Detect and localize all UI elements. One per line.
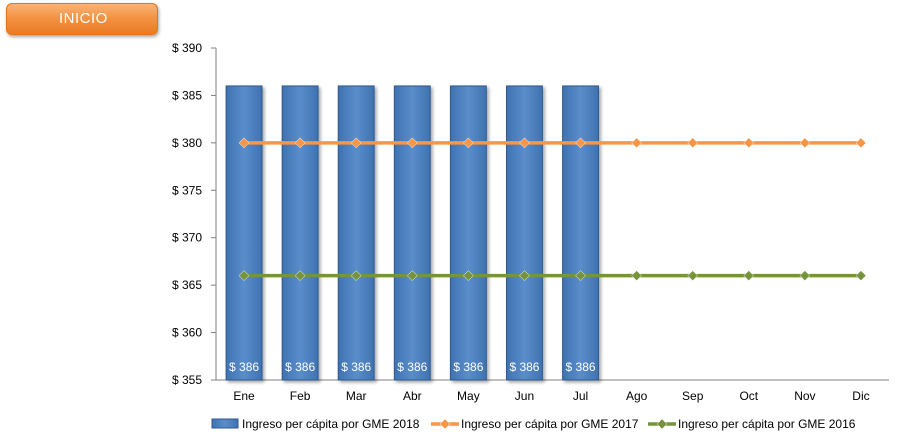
line-point-2016: [519, 270, 530, 282]
x-tick-label: Jul: [573, 389, 588, 403]
bar-2018: [449, 85, 487, 381]
legend-swatch-marker: [656, 418, 668, 430]
x-tick-label: Oct: [739, 389, 758, 403]
y-tick-label: $ 380: [172, 136, 202, 150]
legend-swatch-2018: [211, 418, 239, 429]
bar-2018: [562, 85, 599, 381]
line-point-2016: [799, 270, 811, 282]
bar-data-label: $ 386: [341, 360, 371, 374]
lines: [238, 137, 867, 282]
x-axis: Ene Feb Mar Abr May Jun Jul Ago Sep Oct Nov Dic: [216, 379, 889, 403]
bar-data-label: $ 386: [453, 360, 483, 374]
legend-label: Ingreso per cápita por GME 2018: [242, 417, 420, 431]
bar-data-label: $ 386: [509, 360, 539, 374]
data-labels: $ 386 $ 386 $ 386 $ 386 $ 386 $ 386 $ 386: [229, 360, 596, 374]
line-point-2016: [631, 270, 642, 282]
y-tick-label: $ 385: [172, 88, 202, 102]
line-point-2016: [294, 270, 306, 282]
x-tick-label: Feb: [290, 389, 311, 403]
bar-data-label: $ 386: [566, 360, 596, 374]
line-point-2017: [350, 137, 362, 149]
y-tick-label: $ 355: [172, 373, 202, 387]
bar-2018: [506, 85, 543, 381]
x-tick-label: Sep: [682, 389, 704, 403]
line-point-2016: [350, 270, 362, 282]
line-point-2017: [238, 137, 250, 149]
line-point-2016: [463, 270, 474, 282]
y-tick-label: $ 360: [172, 326, 202, 340]
line-point-2017: [743, 137, 755, 149]
line-point-2016: [743, 270, 755, 282]
x-tick-label: Abr: [403, 389, 422, 403]
bars-2018: [225, 85, 599, 381]
line-point-2017: [799, 137, 811, 149]
line-point-2017: [294, 137, 306, 149]
y-tick-label: $ 390: [172, 41, 202, 55]
x-tick-label: Ago: [626, 389, 648, 403]
bar-data-label: $ 386: [285, 360, 315, 374]
legend-label: Ingreso per cápita por GME 2017: [461, 417, 639, 431]
line-point-2017: [631, 137, 642, 149]
bar-2018: [225, 85, 263, 381]
legend-label: Ingreso per cápita por GME 2016: [678, 417, 856, 431]
x-tick-label: Nov: [794, 389, 815, 403]
x-tick-label: Mar: [346, 389, 367, 403]
x-tick-label: May: [457, 389, 480, 403]
bar-2018: [281, 85, 319, 381]
line-point-2017: [687, 137, 699, 149]
line-point-2017: [855, 137, 867, 149]
line-point-2017: [519, 137, 530, 149]
bar-data-label: $ 386: [397, 360, 427, 374]
y-tick-label: $ 370: [172, 231, 202, 245]
legend: Ingreso per cápita por GME 2018 Ingreso p…: [211, 417, 856, 431]
bar-2018: [337, 85, 375, 381]
x-tick-label: Ene: [233, 389, 255, 403]
line-point-2017: [575, 137, 586, 149]
x-tick-label: Jun: [515, 389, 534, 403]
bar-2018: [393, 85, 431, 381]
line-point-2017: [463, 137, 474, 149]
line-point-2016: [855, 270, 867, 282]
line-point-2016: [406, 270, 418, 282]
x-tick-label: Dic: [852, 389, 869, 403]
line-point-2016: [575, 270, 586, 282]
inicio-button[interactable]: INICIO: [6, 3, 158, 35]
line-point-2017: [406, 137, 418, 149]
y-tick-label: $ 375: [172, 183, 202, 197]
y-tick-label: $ 365: [172, 278, 202, 292]
line-point-2016: [238, 270, 250, 282]
legend-swatch-marker: [439, 418, 451, 430]
line-point-2016: [687, 270, 699, 282]
y-axis: $ 355 $ 360 $ 365 $ 370 $ 375 $ 380 $ 385 $ 390: [172, 41, 217, 387]
bar-data-label: $ 386: [229, 360, 259, 374]
